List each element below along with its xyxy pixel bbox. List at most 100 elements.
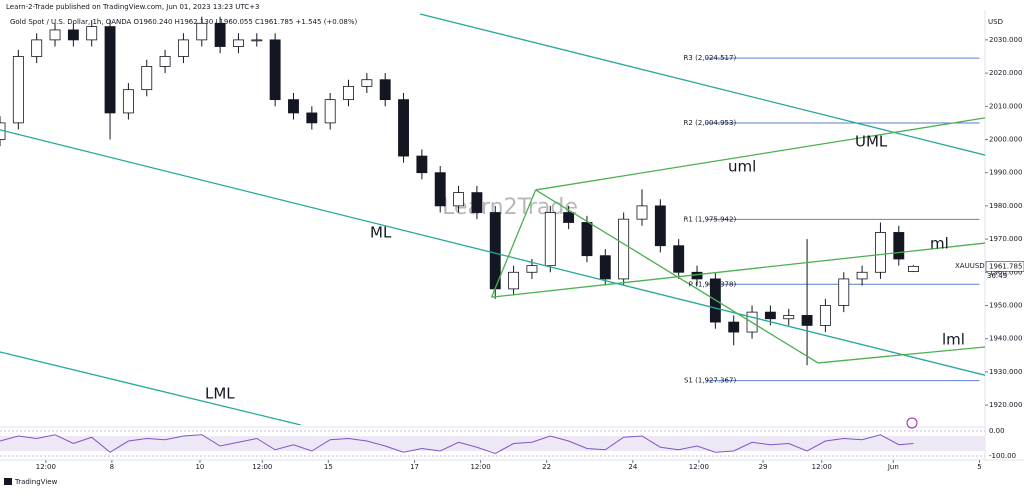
- x-tick-label: 15: [324, 463, 333, 471]
- candle-body: [728, 321, 740, 333]
- logo: [4, 478, 12, 485]
- pivot-label: R3 (2,024.517): [684, 54, 737, 62]
- countdown: 36:49: [987, 272, 1007, 280]
- y-tick-label: 2030.000: [989, 36, 1022, 44]
- trend-label: LML: [205, 385, 235, 403]
- candle-body: [563, 212, 575, 223]
- trend-line: [535, 189, 819, 364]
- candle-body: [177, 39, 189, 57]
- y-tick-label: 1970.000: [989, 235, 1022, 243]
- y-tick-label: 1940.000: [989, 335, 1022, 343]
- candle-body: [31, 39, 43, 57]
- candle-body: [67, 29, 79, 41]
- candle-body: [819, 305, 831, 326]
- candle-body: [654, 205, 666, 247]
- candle-body: [122, 89, 134, 114]
- event-icon[interactable]: [906, 417, 918, 429]
- trend-line: [419, 13, 985, 156]
- indicator-tick-label: 0.00: [989, 427, 1005, 435]
- chart-subtitle: Gold Spot / U.S. Dollar, 1h, OANDA O1960…: [10, 18, 358, 26]
- y-tick-label: 1960.000: [989, 268, 1022, 276]
- x-tick-label: 12:00: [689, 463, 709, 471]
- candle-body: [471, 192, 483, 213]
- x-tick-label: 5: [977, 463, 981, 471]
- candle-body: [673, 245, 685, 273]
- candle-body: [489, 212, 501, 290]
- plot-area: [0, 13, 985, 425]
- candle-body: [416, 155, 428, 174]
- x-tick-label: 12:00: [470, 463, 490, 471]
- trend-label: ML: [370, 224, 392, 242]
- trend-line: [0, 351, 301, 425]
- candle-body: [618, 218, 630, 280]
- candle-body: [288, 99, 299, 114]
- chart-title: Learn-2-Trade published on TradingView.c…: [6, 3, 259, 11]
- candle-body: [141, 66, 153, 91]
- indicator-band: [0, 436, 985, 451]
- trend-label: uml: [728, 158, 756, 176]
- candle-body: [636, 205, 648, 220]
- candle-body: [196, 22, 208, 41]
- candle-body: [398, 99, 409, 157]
- pivot-label: S1 (1,927.367): [684, 377, 736, 385]
- candle-body: [526, 265, 538, 273]
- pivot-label: R1 (1,975.942): [684, 215, 737, 223]
- footer: TradingView: [14, 478, 58, 486]
- x-tick-label: 12:00: [252, 463, 272, 471]
- trend-label: lml: [942, 331, 965, 349]
- candle-body: [764, 311, 776, 320]
- y-tick-label: 1990.000: [989, 169, 1022, 177]
- candle-body: [159, 56, 171, 67]
- candle-body: [306, 112, 318, 124]
- y-tick-label: 2020.000: [989, 69, 1022, 77]
- y-tick-label: 2010.000: [989, 102, 1022, 110]
- x-tick-label: 10: [195, 463, 204, 471]
- candle-body: [269, 39, 281, 101]
- candle-body: [49, 29, 61, 41]
- candle-body: [453, 192, 465, 207]
- y-tick-label: 1930.000: [989, 368, 1022, 376]
- candle-body: [581, 222, 593, 257]
- x-tick-label: Jun: [887, 463, 899, 471]
- candle-body: [801, 315, 813, 326]
- x-tick-label: 12:00: [812, 463, 832, 471]
- x-tick-label: 22: [542, 463, 551, 471]
- trend-line: [818, 346, 985, 364]
- candle-body: [508, 271, 520, 290]
- candle-body: [12, 56, 24, 124]
- candle-body: [324, 99, 336, 124]
- candle-body: [838, 278, 850, 306]
- trend-line: [535, 117, 985, 191]
- last-price-box: [985, 261, 1024, 272]
- indicator-line: [0, 434, 914, 455]
- y-tick-label: 2000.000: [989, 135, 1022, 143]
- x-tick-label: 12:00: [36, 463, 56, 471]
- indicator-tick-label: -100.00: [989, 452, 1016, 460]
- candle-body: [233, 39, 244, 47]
- candle-body: [908, 265, 919, 272]
- x-tick-label: 24: [628, 463, 637, 471]
- candle-body: [86, 26, 98, 41]
- currency: USD: [988, 18, 1003, 26]
- x-tick-label: 17: [410, 463, 419, 471]
- symbol: XAUUSD: [955, 262, 985, 270]
- candle-body: [893, 232, 905, 260]
- trend-line: [0, 129, 985, 376]
- x-tick-label: 29: [759, 463, 768, 471]
- last-price: 1961.785: [989, 262, 1022, 270]
- candle-body: [544, 212, 556, 267]
- y-tick-label: 1980.000: [989, 202, 1022, 210]
- y-tick-label: 1920.000: [989, 401, 1022, 409]
- candle-body: [599, 255, 611, 280]
- candle-body: [251, 39, 263, 42]
- x-tick-label: 8: [110, 463, 114, 471]
- pivot-label: R2 (2,004.953): [684, 119, 737, 127]
- trend-label: UML: [855, 133, 888, 151]
- trend-line: [490, 189, 537, 298]
- candle-body: [875, 232, 886, 273]
- candle-body: [214, 22, 226, 47]
- candle-body: [361, 79, 373, 87]
- y-tick-label: 1950.000: [989, 301, 1022, 309]
- candle-body: [856, 271, 868, 280]
